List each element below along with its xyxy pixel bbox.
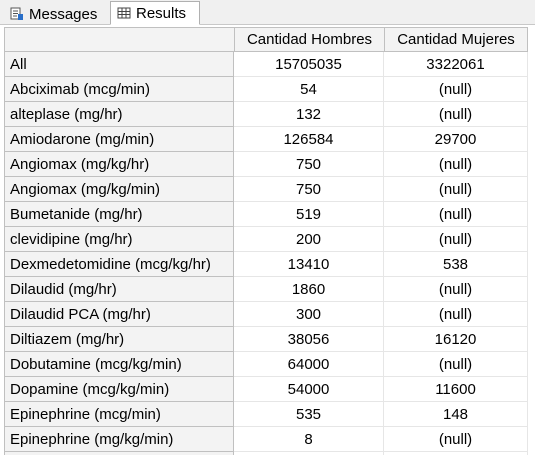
table-row[interactable]: Diltiazem (mg/hr) 38056 16120 xyxy=(4,327,528,352)
row-header-cell[interactable]: Angiomax (mg/kg/hr) xyxy=(4,152,234,177)
row-header-cell[interactable]: Epinephrine (mg/kg/min) xyxy=(4,427,234,452)
cantidad-mujeres-cell[interactable]: 16120 xyxy=(384,327,528,352)
cantidad-hombres-cell[interactable]: 132 xyxy=(234,102,384,127)
row-header-cell[interactable]: Dilaudid (mg/hr) xyxy=(4,277,234,302)
table-row[interactable]: All 15705035 3322061 xyxy=(4,52,528,77)
row-header-cell[interactable]: Abciximab (mcg/min) xyxy=(4,77,234,102)
table-row[interactable]: Amiodarone (mg/min) 126584 29700 xyxy=(4,127,528,152)
cantidad-mujeres-cell[interactable]: (null) xyxy=(384,227,528,252)
table-row[interactable]: Dilaudid PCA (mg/hr) 300 (null) xyxy=(4,302,528,327)
row-header-cell[interactable]: Dopamine (mcg/kg/min) xyxy=(4,377,234,402)
cantidad-hombres-cell[interactable]: 13410 xyxy=(234,252,384,277)
table-row[interactable]: Bumetanide (mg/hr) 519 (null) xyxy=(4,202,528,227)
row-header-cell[interactable]: All xyxy=(4,52,234,77)
table-row[interactable]: Epinephrine (mg/kg/min) 8 (null) xyxy=(4,427,528,452)
tab-results[interactable]: Results xyxy=(110,1,200,25)
table-row[interactable]: clevidipine (mg/hr) 200 (null) xyxy=(4,227,528,252)
cantidad-hombres-cell[interactable]: 126584 xyxy=(234,127,384,152)
tab-messages[interactable]: Messages xyxy=(4,4,110,24)
cantidad-hombres-cell[interactable]: 200 xyxy=(234,227,384,252)
cantidad-hombres-cell[interactable]: 519 xyxy=(234,202,384,227)
cantidad-hombres-cell[interactable]: 535 xyxy=(234,402,384,427)
grid-icon xyxy=(117,6,131,20)
cantidad-hombres-cell[interactable]: 8 xyxy=(234,427,384,452)
row-header-cell[interactable]: clevidipine (mg/hr) xyxy=(4,227,234,252)
table-row[interactable]: Abciximab (mcg/min) 54 (null) xyxy=(4,77,528,102)
tab-messages-label: Messages xyxy=(29,5,98,23)
cantidad-hombres-cell[interactable]: 64000 xyxy=(234,352,384,377)
table-row[interactable]: Dopamine (mcg/kg/min) 54000 11600 xyxy=(4,377,528,402)
cantidad-mujeres-cell[interactable]: (null) xyxy=(384,277,528,302)
cantidad-mujeres-cell[interactable]: (null) xyxy=(384,202,528,227)
table-row[interactable]: Epinephrine (mcg/min) 535 148 xyxy=(4,402,528,427)
cantidad-mujeres-cell[interactable]: (null) xyxy=(384,427,528,452)
row-header-cell[interactable]: Diltiazem (mg/hr) xyxy=(4,327,234,352)
cantidad-mujeres-cell[interactable]: 29700 xyxy=(384,127,528,152)
row-header-cell[interactable]: Dilaudid PCA (mg/hr) xyxy=(4,302,234,327)
row-header-cell[interactable]: alteplase (mg/hr) xyxy=(4,102,234,127)
cantidad-hombres-cell[interactable]: 54 xyxy=(234,77,384,102)
cantidad-hombres-cell[interactable]: 750 xyxy=(234,177,384,202)
cantidad-mujeres-cell[interactable]: (null) xyxy=(384,77,528,102)
cantidad-mujeres-cell[interactable]: 3322061 xyxy=(384,52,528,77)
row-header-cell[interactable]: Angiomax (mg/kg/min) xyxy=(4,177,234,202)
table-row[interactable]: Dobutamine (mcg/kg/min) 64000 (null) xyxy=(4,352,528,377)
cantidad-mujeres-cell[interactable] xyxy=(384,452,528,455)
cantidad-mujeres-cell[interactable]: (null) xyxy=(384,102,528,127)
row-header-cell[interactable]: Dobutamine (mcg/kg/min) xyxy=(4,352,234,377)
row-header-cell[interactable]: Esmolol (mcg/kg/min) xyxy=(4,452,234,455)
cantidad-mujeres-cell[interactable]: (null) xyxy=(384,302,528,327)
table-row[interactable]: Dilaudid (mg/hr) 1860 (null) xyxy=(4,277,528,302)
table-row[interactable]: Dexmedetomidine (mcg/kg/hr) 13410 538 xyxy=(4,252,528,277)
cantidad-mujeres-cell[interactable]: (null) xyxy=(384,152,528,177)
cantidad-hombres-cell[interactable]: 54000 xyxy=(234,377,384,402)
row-header-cell[interactable]: Amiodarone (mg/min) xyxy=(4,127,234,152)
cantidad-mujeres-cell[interactable]: (null) xyxy=(384,177,528,202)
cantidad-hombres-cell[interactable]: 38056 xyxy=(234,327,384,352)
cantidad-hombres-cell[interactable]: 15705035 xyxy=(234,52,384,77)
cantidad-mujeres-cell[interactable]: 538 xyxy=(384,252,528,277)
results-table: Cantidad Hombres Cantidad Mujeres All 157… xyxy=(4,27,528,455)
cantidad-mujeres-cell[interactable]: 148 xyxy=(384,402,528,427)
column-header-cantidad-hombres[interactable]: Cantidad Hombres xyxy=(234,27,384,52)
table-row[interactable]: Esmolol (mcg/kg/min) xyxy=(4,452,528,455)
table-row[interactable]: Angiomax (mg/kg/min) 750 (null) xyxy=(4,177,528,202)
column-header-cantidad-mujeres[interactable]: Cantidad Mujeres xyxy=(384,27,528,52)
messages-icon xyxy=(10,7,24,21)
row-header-cell[interactable]: Epinephrine (mcg/min) xyxy=(4,402,234,427)
cantidad-mujeres-cell[interactable]: 11600 xyxy=(384,377,528,402)
table-row[interactable]: alteplase (mg/hr) 132 (null) xyxy=(4,102,528,127)
grid-corner-header[interactable] xyxy=(4,27,234,52)
tab-results-label: Results xyxy=(136,4,187,22)
results-grid[interactable]: Cantidad Hombres Cantidad Mujeres All 157… xyxy=(0,25,535,455)
row-header-cell[interactable]: Dexmedetomidine (mcg/kg/hr) xyxy=(4,252,234,277)
table-row[interactable]: Angiomax (mg/kg/hr) 750 (null) xyxy=(4,152,528,177)
results-tab-bar: Messages Results xyxy=(0,0,535,25)
cantidad-mujeres-cell[interactable]: (null) xyxy=(384,352,528,377)
cantidad-hombres-cell[interactable]: 300 xyxy=(234,302,384,327)
cantidad-hombres-cell[interactable] xyxy=(234,452,384,455)
cantidad-hombres-cell[interactable]: 750 xyxy=(234,152,384,177)
row-header-cell[interactable]: Bumetanide (mg/hr) xyxy=(4,202,234,227)
cantidad-hombres-cell[interactable]: 1860 xyxy=(234,277,384,302)
